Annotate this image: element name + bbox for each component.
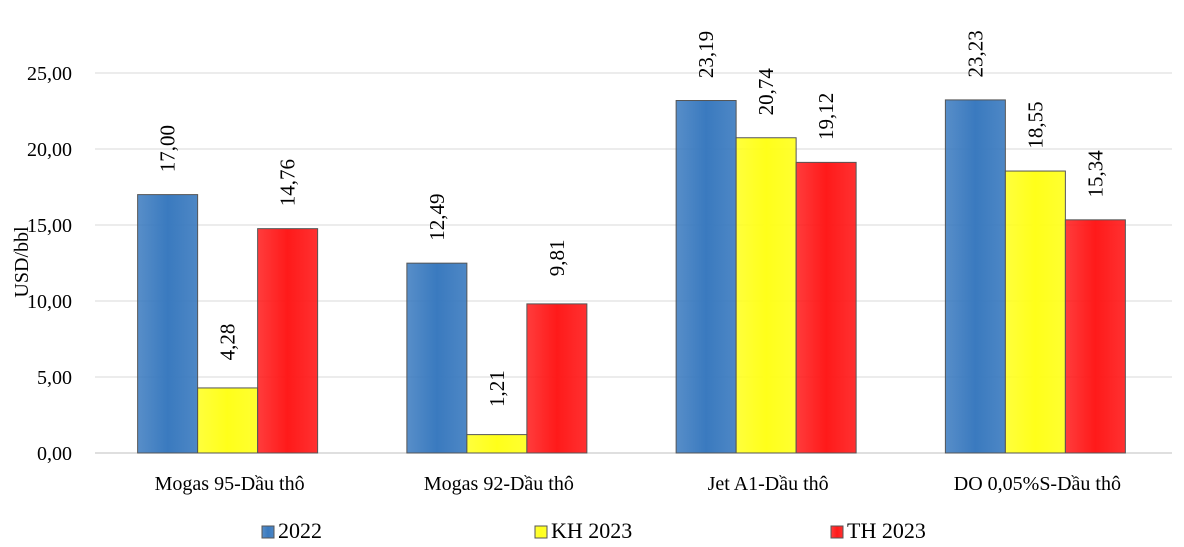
legend-swatch xyxy=(261,525,275,539)
bar xyxy=(795,161,857,454)
bar xyxy=(944,99,1006,454)
y-tick-label: 25,00 xyxy=(27,63,72,85)
bar xyxy=(257,228,319,454)
data-label: 19,12 xyxy=(814,93,838,140)
data-label: 23,19 xyxy=(694,31,718,78)
y-tick-label: 20,00 xyxy=(27,139,72,161)
x-category-label: Jet A1-Dầu thô xyxy=(708,473,829,495)
data-label: 9,81 xyxy=(545,240,569,277)
legend-swatch xyxy=(830,525,844,539)
bar xyxy=(197,387,259,454)
data-label: 18,55 xyxy=(1023,101,1047,148)
data-label: 20,74 xyxy=(754,68,778,116)
data-label: 12,49 xyxy=(425,194,449,241)
data-labels: 17,00 4,28 14,76 12,49 1,21 9,81 23,19 20,74 19,… xyxy=(156,30,1108,407)
data-label: 4,28 xyxy=(216,324,240,361)
bar xyxy=(526,303,588,454)
data-label: 23,23 xyxy=(963,30,987,77)
y-tick-label: 5,00 xyxy=(37,367,72,389)
x-category-label: DO 0,05%S-Dầu thô xyxy=(954,473,1121,495)
bar xyxy=(1004,170,1066,454)
bar xyxy=(735,137,797,454)
y-axis-ticks: 0,00 5,00 10,00 15,00 20,00 25,00 xyxy=(27,63,72,465)
y-tick-label: 0,00 xyxy=(37,443,72,465)
bars xyxy=(137,99,1126,454)
bar xyxy=(675,100,737,454)
bar xyxy=(137,194,199,454)
y-axis-label: USD/bbl xyxy=(11,226,33,298)
legend-swatch xyxy=(534,525,548,539)
legend-label: TH 2023 xyxy=(847,518,926,543)
x-category-label: Mogas 95-Dầu thô xyxy=(155,473,305,495)
bar xyxy=(466,434,528,454)
data-label: 1,21 xyxy=(485,370,509,407)
bar xyxy=(1064,219,1126,454)
y-tick-label: 10,00 xyxy=(27,291,72,313)
legend-label: 2022 xyxy=(278,518,322,543)
legend-label: KH 2023 xyxy=(551,518,632,543)
bar xyxy=(406,262,468,454)
data-label: 14,76 xyxy=(276,159,300,206)
x-axis-categories: Mogas 95-Dầu thô Mogas 92-Dầu thô Jet A1-D… xyxy=(155,473,1121,495)
data-label: 17,00 xyxy=(156,125,180,172)
data-label: 15,34 xyxy=(1083,150,1107,198)
y-tick-label: 15,00 xyxy=(27,215,72,237)
legend: 2022 KH 2023 TH 2023 xyxy=(261,518,926,543)
x-category-label: Mogas 92-Dầu thô xyxy=(424,473,574,495)
